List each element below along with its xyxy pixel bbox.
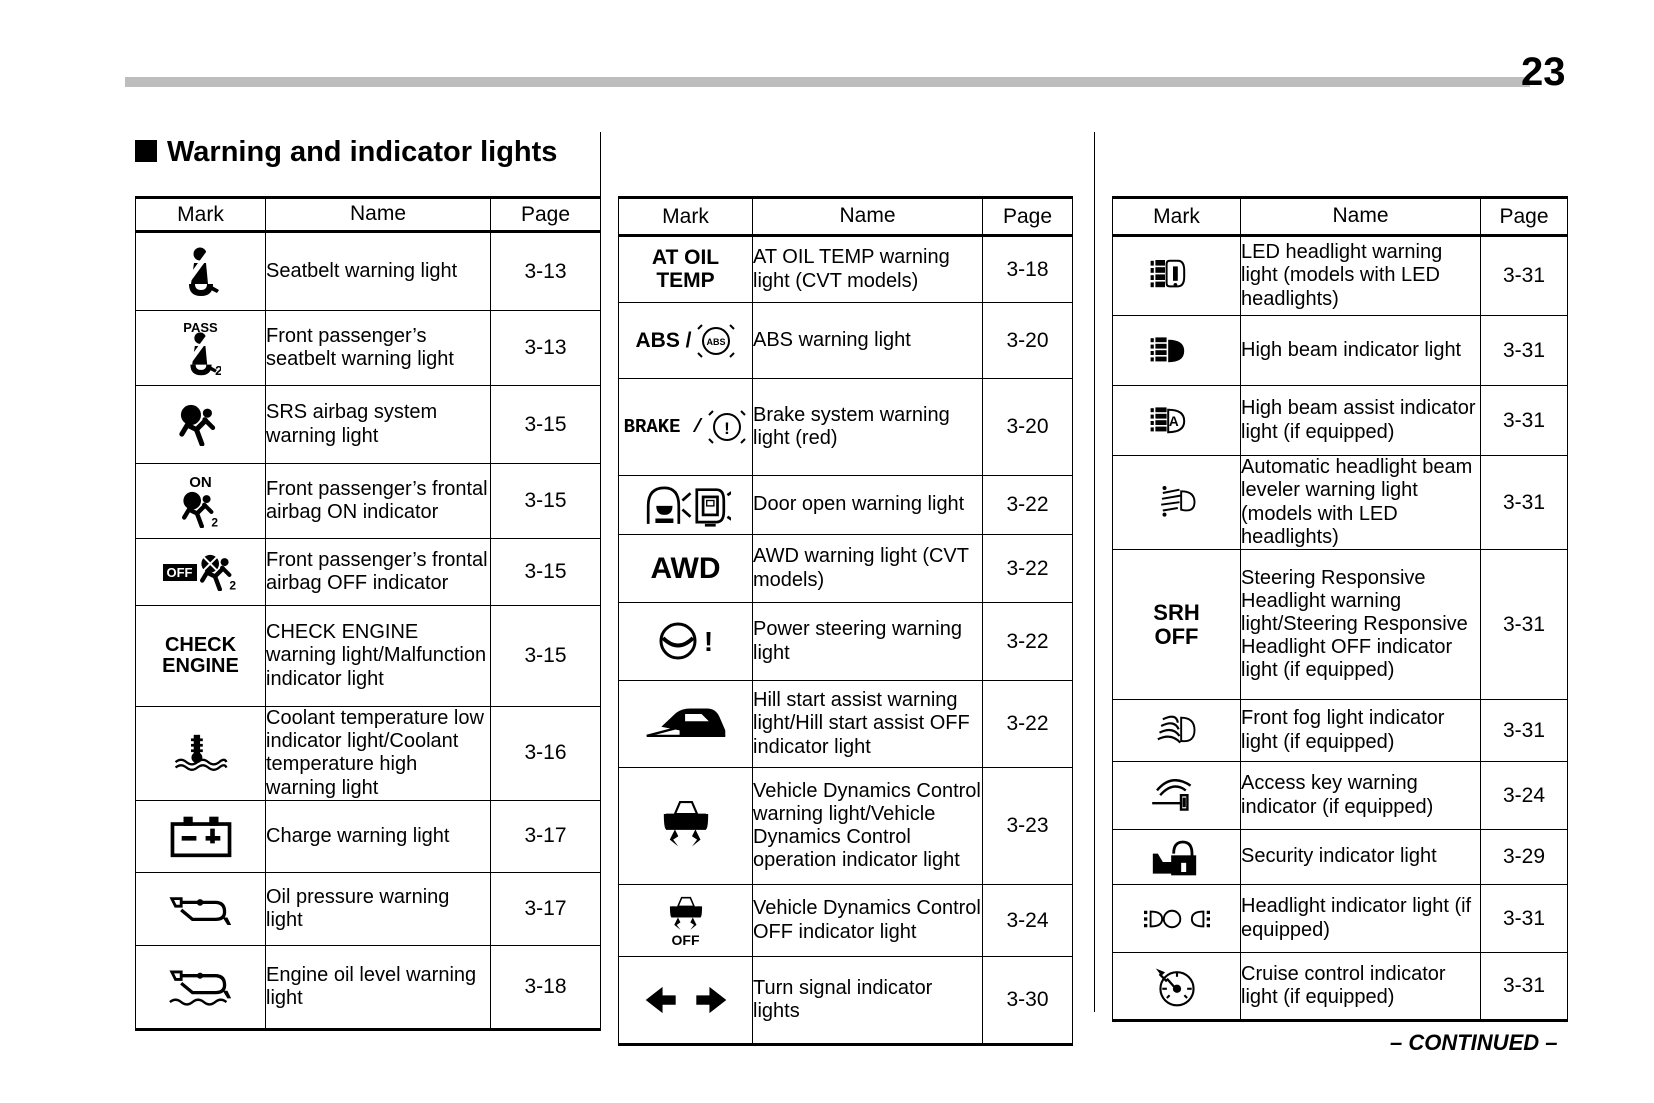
svg-text:2: 2 [229,578,236,591]
svg-text:A: A [1168,413,1178,428]
svg-text:2: 2 [215,363,221,377]
svg-text:2: 2 [211,515,218,528]
svg-text:!: ! [725,419,731,438]
svg-text:ABS: ABS [706,337,725,347]
